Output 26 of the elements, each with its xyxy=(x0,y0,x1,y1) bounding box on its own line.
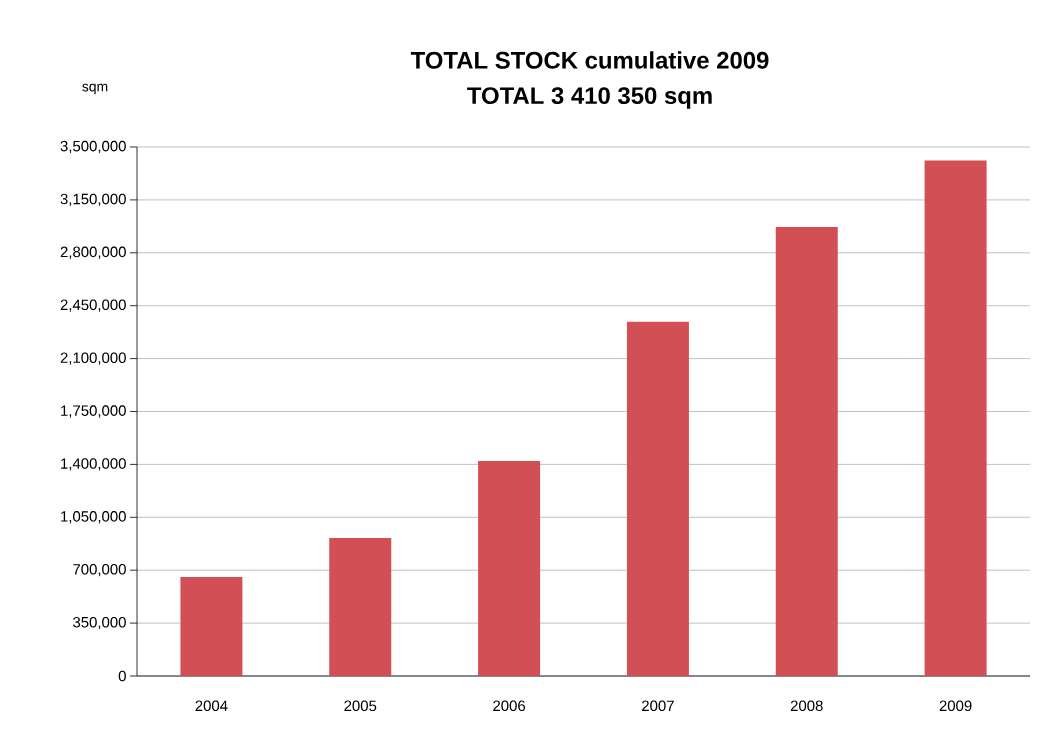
chart-title: TOTAL STOCK cumulative 2009 xyxy=(410,51,769,69)
bar xyxy=(626,321,689,676)
x-tick-label: 2009 xyxy=(939,700,972,712)
y-tick-label: 3,500,000 xyxy=(60,140,126,154)
y-tick-label: 350,000 xyxy=(73,616,126,630)
bar xyxy=(329,538,392,676)
x-tick-label: 2006 xyxy=(493,700,526,712)
x-tick-label: 2007 xyxy=(642,700,674,712)
x-tick-label: 2008 xyxy=(790,700,823,712)
y-tick-label: 2,100,000 xyxy=(60,352,126,365)
y-tick-label: 3,150,000 xyxy=(60,193,126,207)
y-tick-label: 1,400,000 xyxy=(61,458,126,471)
y-tick-label: 700,000 xyxy=(73,564,126,577)
y-tick-label: 0 xyxy=(118,670,126,682)
y-tick-label: 2,450,000 xyxy=(60,299,126,312)
bar xyxy=(180,577,243,676)
y-tick-label: 1,750,000 xyxy=(61,405,126,418)
x-tick-label: 2004 xyxy=(195,700,228,712)
bar xyxy=(924,160,987,676)
bar xyxy=(775,226,838,676)
bar xyxy=(478,460,541,676)
y-tick-label: 2,800,000 xyxy=(60,246,126,259)
y-tick-label: 1,050,000 xyxy=(61,511,126,524)
x-tick-label: 2005 xyxy=(344,700,377,712)
chart-subtitle: TOTAL 3 410 350 sqm xyxy=(467,87,712,109)
y-axis-title: sqm xyxy=(82,83,108,95)
